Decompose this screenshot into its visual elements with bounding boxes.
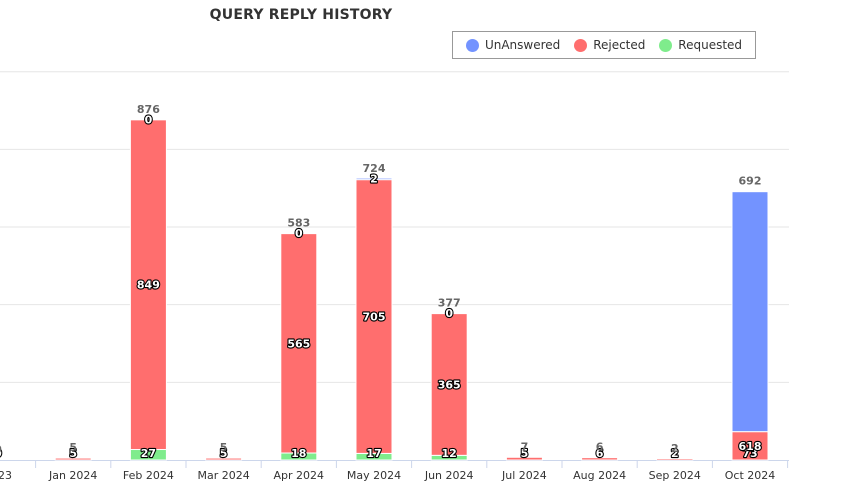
legend-dot-icon xyxy=(659,38,673,52)
x-axis-label: Jul 2024 xyxy=(501,469,547,482)
data-label: 73 xyxy=(742,447,757,460)
x-axis-label: Aug 2024 xyxy=(573,469,626,482)
total-label: 876 xyxy=(137,103,160,116)
bar-segment[interactable] xyxy=(54,457,92,461)
bar-segment[interactable] xyxy=(430,313,468,456)
legend-dot-icon xyxy=(465,38,479,52)
data-label: 2 xyxy=(671,447,679,460)
bar-segment[interactable] xyxy=(505,456,543,461)
legend-label: UnAnswered xyxy=(484,38,561,52)
total-label: 6 xyxy=(596,441,604,454)
legend-item-rejected[interactable]: Rejected xyxy=(574,38,645,52)
data-label: 5 xyxy=(521,447,529,460)
data-label: 5 xyxy=(220,447,228,460)
bar-segment[interactable] xyxy=(656,458,694,461)
bar-segment[interactable] xyxy=(205,457,243,461)
bar-segment[interactable] xyxy=(731,431,769,461)
legend-item-requested[interactable]: Requested xyxy=(659,38,742,52)
data-label: 849 xyxy=(137,279,160,292)
total-label: 2 xyxy=(671,442,679,455)
data-label: 0 xyxy=(0,447,2,460)
data-label: 0 xyxy=(295,227,303,240)
total-label: 583 xyxy=(287,217,310,230)
total-label: 724 xyxy=(363,162,386,175)
data-label: 27 xyxy=(141,447,156,460)
data-label: 12 xyxy=(442,447,457,460)
data-label: 365 xyxy=(438,378,461,391)
x-axis-label: Apr 2024 xyxy=(274,469,325,482)
data-label: 2 xyxy=(370,172,378,185)
bar-segment[interactable] xyxy=(280,233,318,454)
x-axis-label: Oct 2024 xyxy=(725,469,776,482)
chart-title: QUERY REPLY HISTORY xyxy=(209,7,393,23)
bar-segment[interactable] xyxy=(129,119,167,451)
x-axis-label: 2023 xyxy=(0,469,12,482)
data-label: 6 xyxy=(596,447,604,460)
total-label: 377 xyxy=(438,297,461,310)
x-axis-label: Sep 2024 xyxy=(649,469,701,482)
data-label: 5 xyxy=(69,447,77,460)
total-label: 0 xyxy=(0,443,2,456)
x-axis-label: Jun 2024 xyxy=(424,469,474,482)
x-axis-label: Feb 2024 xyxy=(123,469,174,482)
bar-segment[interactable] xyxy=(731,191,769,433)
chart-legend: UnAnswered Rejected Requested xyxy=(452,31,756,59)
total-label: 5 xyxy=(69,441,77,454)
bar-segment[interactable] xyxy=(355,179,393,454)
legend-dot-icon xyxy=(574,38,588,52)
total-label: 7 xyxy=(521,440,529,453)
legend-label: Requested xyxy=(678,38,743,52)
data-label: 705 xyxy=(363,311,386,324)
data-label: 618 xyxy=(739,440,762,453)
data-label: 18 xyxy=(291,447,306,460)
data-label: 17 xyxy=(366,447,381,460)
total-label: 5 xyxy=(220,441,228,454)
x-axis-label: Jan 2024 xyxy=(48,469,97,482)
x-axis-label: May 2024 xyxy=(347,469,401,482)
bar-segment[interactable] xyxy=(355,177,393,181)
x-axis-label: Mar 2024 xyxy=(197,469,249,482)
data-label: 565 xyxy=(287,337,310,350)
legend-label: Rejected xyxy=(593,38,646,52)
data-label: 0 xyxy=(445,307,453,320)
total-label: 692 xyxy=(739,175,762,188)
legend-item-unanswered[interactable]: UnAnswered xyxy=(465,38,561,52)
data-label: 0 xyxy=(145,113,153,126)
bar-segment[interactable] xyxy=(581,457,619,461)
